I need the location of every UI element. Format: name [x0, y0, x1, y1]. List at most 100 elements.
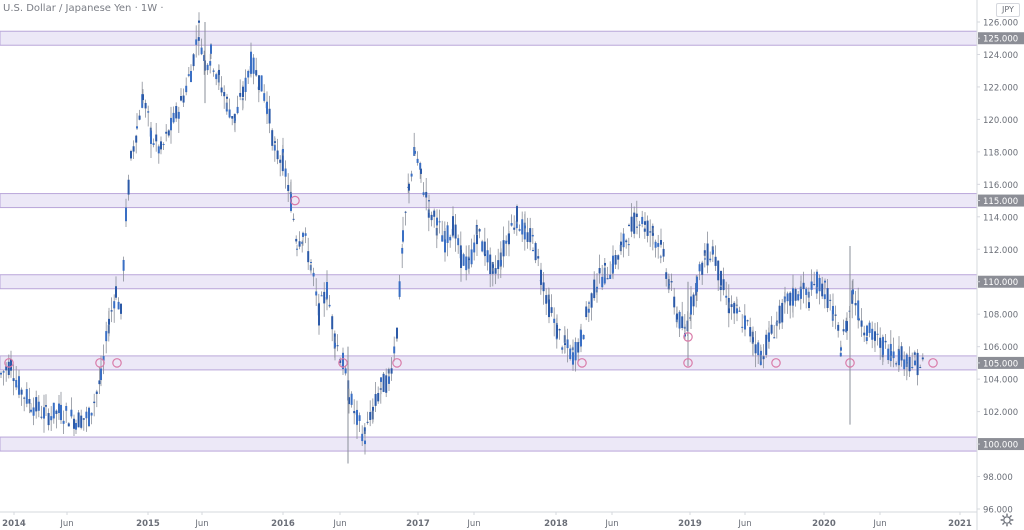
candle-body [374, 394, 377, 406]
candle-body [531, 234, 534, 237]
candle-body [635, 213, 638, 218]
candle-body [816, 271, 818, 288]
x-tick-label: 2019 [678, 519, 702, 529]
candle-body [73, 418, 75, 429]
candle-body [226, 96, 228, 99]
candle-body [441, 235, 444, 242]
candle-body [323, 291, 326, 304]
x-tick-label: Jun [737, 519, 751, 529]
candle-body [720, 271, 722, 286]
support-resistance-band [0, 30, 978, 46]
candle-body [90, 412, 93, 416]
candle-body [805, 288, 808, 295]
candle-body [633, 212, 636, 234]
candle-body [614, 255, 617, 265]
candle-body [228, 109, 231, 118]
touch-circle [112, 358, 122, 368]
candle-body [516, 206, 518, 222]
candle-body [826, 288, 829, 308]
x-tick-label: 2017 [406, 519, 430, 529]
candle-body [295, 238, 298, 242]
candle-body [808, 302, 810, 309]
x-tick-label: 2020 [812, 519, 836, 529]
candle-body [832, 305, 834, 315]
candle-body [662, 248, 665, 257]
candle-body [738, 310, 741, 312]
candle-body [312, 272, 315, 277]
candle-body [198, 20, 200, 23]
candle-body [422, 192, 425, 196]
candle-body [636, 226, 638, 228]
candle-body [223, 92, 226, 97]
candle-body [197, 37, 200, 41]
candle-body [837, 324, 840, 331]
candle-body [356, 409, 358, 425]
candle-body [37, 401, 40, 411]
gear-icon[interactable] [1000, 513, 1014, 527]
candle-body [302, 232, 304, 237]
candle-body [457, 238, 460, 246]
candle-body [67, 423, 70, 427]
candle-body [247, 70, 250, 78]
candle-body [358, 415, 361, 421]
candle-body [77, 412, 80, 428]
candle-body [577, 342, 580, 353]
candle-body [486, 250, 489, 263]
price-level-highlight [978, 275, 1024, 288]
candle-body [5, 366, 8, 371]
support-resistance-band [0, 355, 978, 371]
candle-body [326, 282, 328, 299]
candle-body [120, 303, 122, 314]
candle-body [824, 280, 826, 283]
candle-body [776, 320, 778, 322]
y-tick-label: 118.000 [983, 148, 1018, 158]
candle-body [420, 168, 422, 174]
candle-body [80, 415, 83, 428]
candle-body [427, 209, 430, 218]
candle-body [136, 126, 138, 129]
candle-body [510, 223, 513, 226]
candle-body [622, 233, 625, 248]
candle-body [617, 255, 620, 260]
candle-body [460, 249, 462, 269]
candle-body [7, 361, 10, 376]
candle-body [130, 151, 132, 159]
candle-body [45, 405, 47, 407]
candle-body [468, 258, 470, 261]
candle-body [684, 332, 686, 337]
y-tick-label: 100.000 [983, 441, 1018, 451]
candle-body [823, 294, 826, 300]
candle-body [765, 334, 768, 355]
candle-body [773, 337, 776, 339]
candle-body [749, 327, 752, 337]
candle-body [746, 320, 749, 322]
candle-body [714, 256, 717, 266]
currency-badge[interactable]: JPY [996, 3, 1020, 17]
candle-body [818, 277, 821, 292]
support-resistance-band [0, 436, 978, 452]
candle-body [414, 150, 416, 154]
candle-body [273, 144, 276, 151]
candle-body [919, 367, 922, 369]
touch-circle [4, 358, 14, 368]
candle-body [762, 356, 765, 360]
candle-body [150, 130, 152, 144]
candle-body [730, 304, 733, 308]
touch-circle [683, 358, 693, 368]
candle-body [670, 281, 673, 283]
candle-body [903, 359, 906, 370]
candle-body [548, 299, 550, 318]
x-tick-label: Jun [332, 519, 346, 529]
candle-body [401, 247, 404, 254]
candle-body [428, 200, 430, 202]
candle-body [438, 221, 441, 223]
candle-body [876, 333, 879, 335]
candle-body [218, 69, 220, 75]
candle-body [452, 216, 454, 236]
candle-body [911, 366, 914, 368]
candle-body [100, 368, 102, 381]
candle-body [725, 295, 728, 298]
price-level-highlight [978, 356, 1024, 369]
y-tick-label: 122.000 [983, 83, 1018, 93]
